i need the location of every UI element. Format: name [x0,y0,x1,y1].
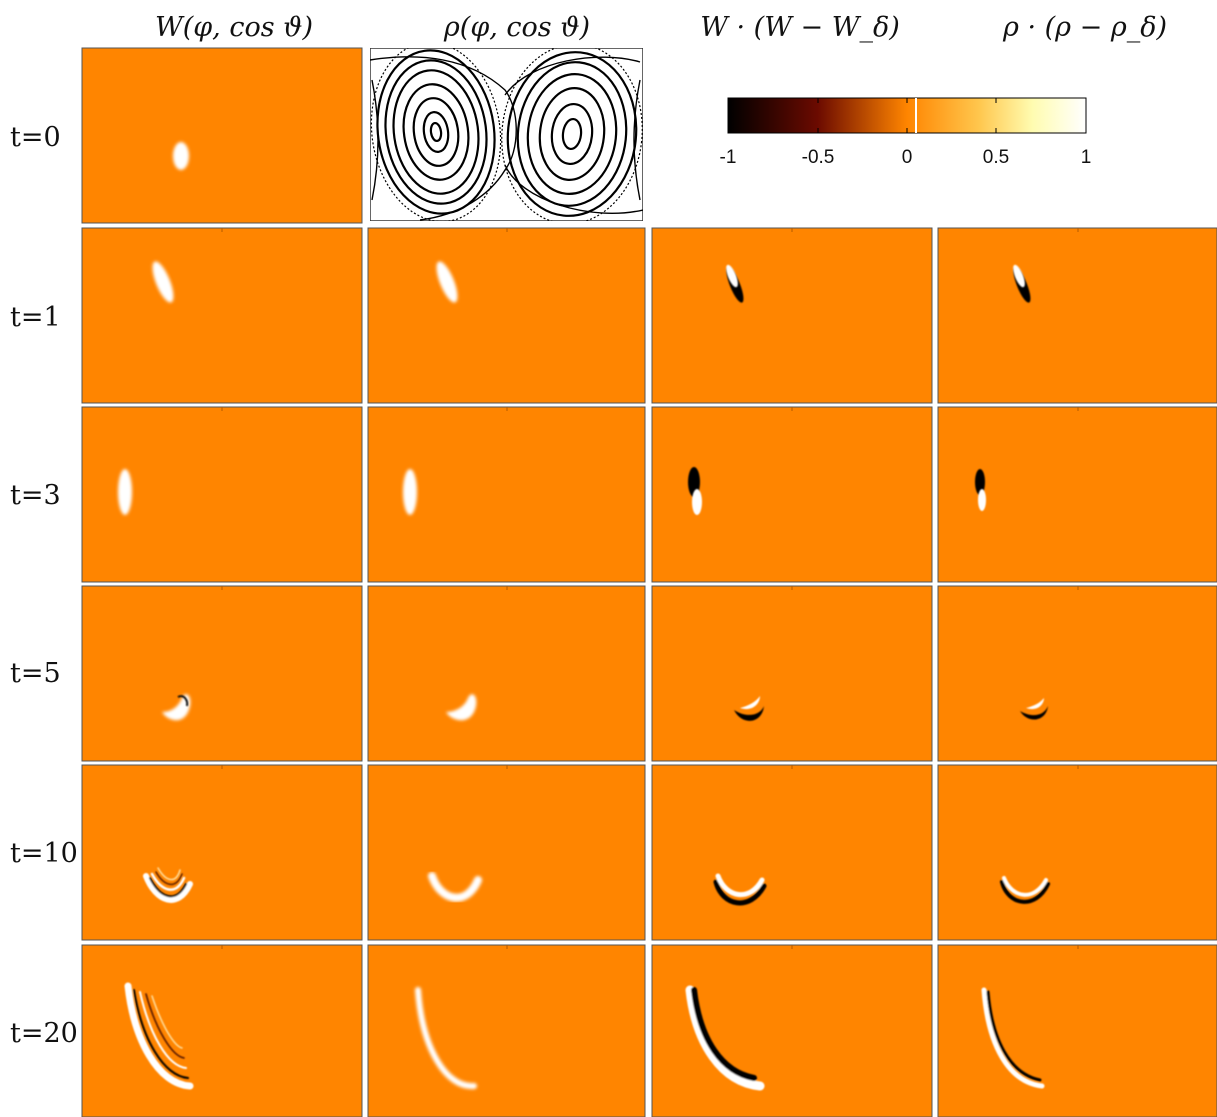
row-label-t5: t=5 [10,658,61,689]
colorbar-tick-neg05: -0.5 [802,147,835,168]
row-label-t3: t=3 [10,480,61,511]
panel-rho-t1 [367,227,646,404]
panel-W-t20 [81,944,363,1117]
column-title-W: W(φ, cos ϑ) [155,12,313,43]
colorbar: -1 -0.5 0 0.5 1 [720,97,1092,168]
column-title-rho: ρ(φ, cos ϑ) [443,12,590,43]
panel-W-diff-t10 [651,764,933,941]
panel-W-t5 [81,585,363,762]
panel-ticks [221,228,1079,949]
panel-W-diff-t3 [651,406,933,583]
column-title-W-diff: W · (W − W_δ) [700,12,900,43]
panel-rho-t5 [367,585,646,762]
colorbar-tick-neg1: -1 [720,147,737,168]
colorbar-tick-1: 1 [1081,147,1092,168]
panel-rho-diff-t1 [937,227,1217,404]
column-title-rho-diff: ρ · (ρ − ρ_δ) [1002,12,1167,43]
panel-W-t10 [81,764,363,941]
panel-rho-t3 [367,406,646,583]
panel-rho-diff-t10 [937,764,1217,941]
panel-W-t0 [81,47,363,224]
row-label-t20: t=20 [10,1018,78,1049]
colorbar-tick-0: 0 [902,147,913,168]
panel-rho-diff-t5 [937,585,1217,762]
row-label-t1: t=1 [10,302,61,333]
panel-W-t1 [81,227,363,404]
panel-rho-diff-t20 [937,944,1217,1117]
row-label-t10: t=10 [10,838,78,869]
panel-rho-phase-portrait [370,48,643,221]
panel-W-diff-t1 [651,227,933,404]
panel-rho-diff-t3 [937,406,1217,583]
panel-W-diff-t20 [651,944,933,1117]
row-label-t0: t=0 [10,122,61,153]
panel-rho-t20 [367,944,646,1117]
panel-W-t3 [81,406,363,583]
colorbar-tick-05: 0.5 [983,147,1009,168]
panel-W-diff-t5 [651,585,933,762]
panel-rho-t10 [367,764,646,941]
